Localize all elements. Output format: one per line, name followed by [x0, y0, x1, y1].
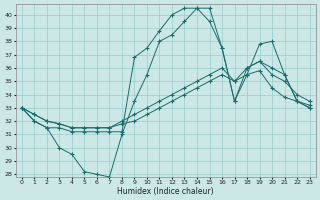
X-axis label: Humidex (Indice chaleur): Humidex (Indice chaleur): [117, 187, 214, 196]
